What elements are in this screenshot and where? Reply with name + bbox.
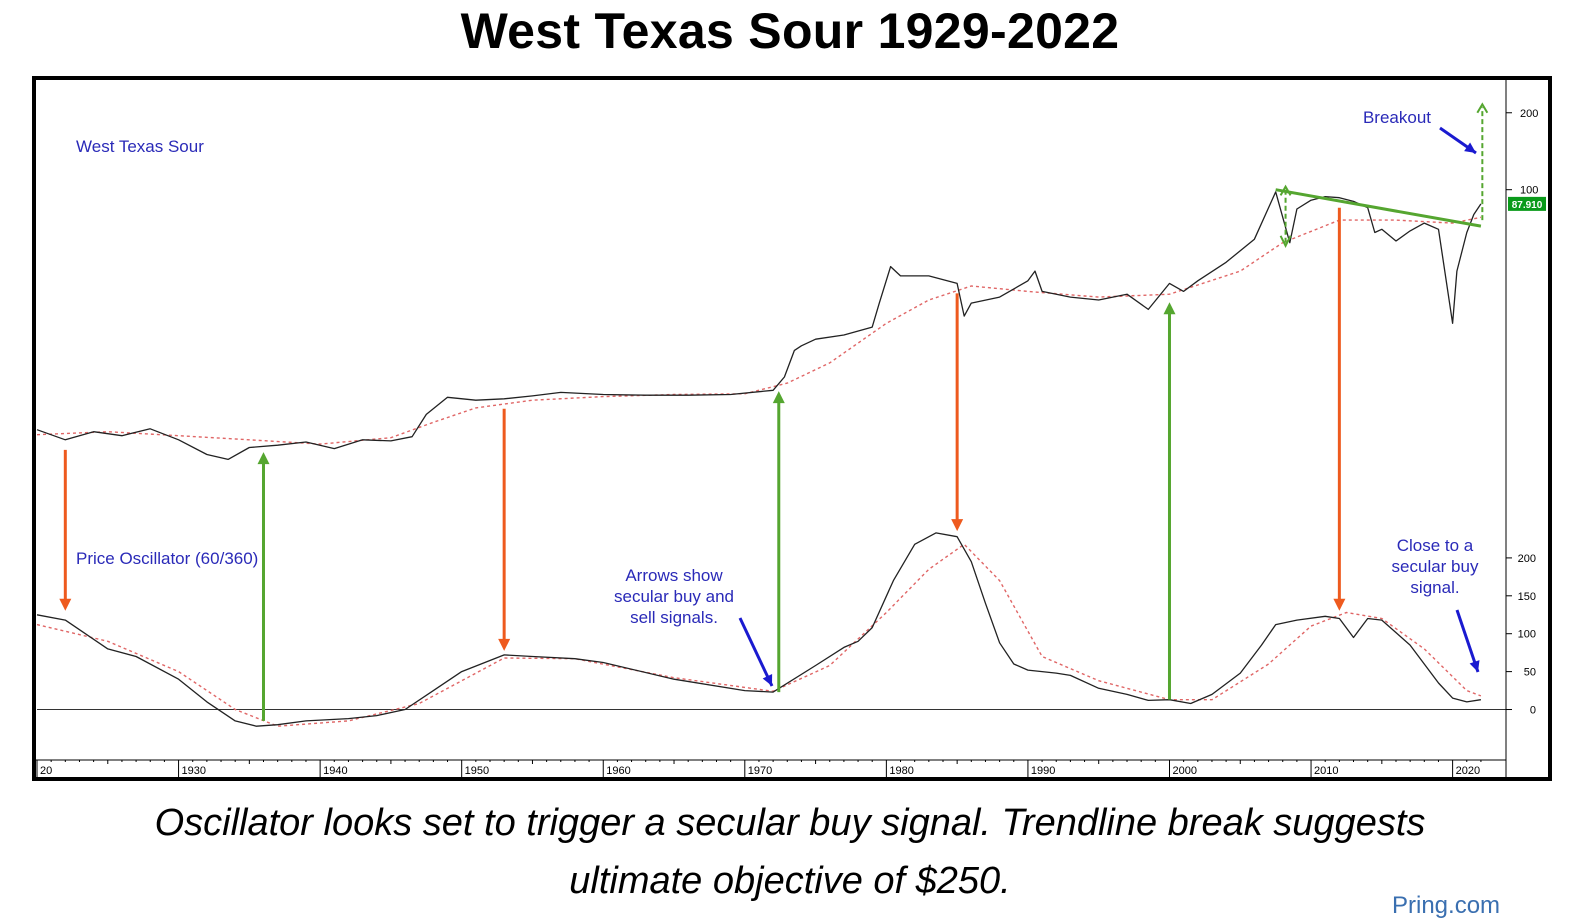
close-note-line-3: signal. [1410, 578, 1459, 597]
series-price-oscillator [36, 532, 1482, 727]
arrows-note-pointer [738, 617, 774, 687]
price-axis-tick-label: 100 [1520, 185, 1538, 197]
x-axis-tick-label: 20 [40, 765, 52, 777]
breakout-label: Breakout [1363, 108, 1431, 127]
sell-signal-arrowhead [1333, 598, 1346, 611]
price-tag-box [1508, 196, 1546, 211]
x-axis-tick-label: 1930 [182, 765, 206, 777]
oscillator-axis-tick-label: 100 [1518, 629, 1536, 641]
trendline [1275, 188, 1482, 228]
close-note-pointer-head [1469, 660, 1480, 672]
caption-line-2: ultimate objective of $250. [569, 860, 1011, 902]
arrows-note-line-1: Arrows show [625, 566, 723, 585]
price-panel-label: West Texas Sour [76, 137, 204, 156]
series-moving-average [36, 216, 1482, 445]
oscillator-axis-tick-label: 150 [1518, 591, 1536, 603]
oscillator-panel [36, 532, 1506, 727]
x-axis-tick-label: 1990 [1031, 765, 1055, 777]
oscillator-axis-tick-label: 200 [1518, 553, 1536, 565]
series-signal-line [36, 543, 1482, 727]
close-note-pointer [1455, 609, 1480, 673]
buy-signal-arrowhead [772, 391, 785, 404]
sell-signal-arrowhead [59, 598, 72, 611]
x-axis-tick-label: 2010 [1314, 765, 1338, 777]
breakout-pointer-head [1464, 142, 1476, 153]
caption-line-1: Oscillator looks set to trigger a secula… [154, 802, 1426, 844]
source-credit: Pring.com [1392, 892, 1501, 919]
price-axis-tick-label: 200 [1520, 108, 1538, 120]
objective-projection-arrowhead [1476, 102, 1489, 114]
x-axis-tick-label: 1980 [889, 765, 913, 777]
arrows-note-line-3: sell signals. [630, 608, 718, 627]
oscillator-axis-tick-label: 50 [1524, 667, 1536, 679]
buy-signal-arrowhead [1163, 302, 1176, 315]
axes: 200 100 87.910 200 150 100 50 0 20 1930 1940 1950 19… [36, 80, 1548, 777]
series-west-texas-sour [36, 191, 1482, 461]
x-axis-tick-label: 1970 [748, 765, 772, 777]
measured-move-arrowhead-top [1279, 184, 1292, 196]
close-note-line-2: secular buy [1392, 557, 1479, 576]
close-note-line-1: Close to a [1397, 536, 1474, 555]
sell-signal-arrowhead [951, 519, 964, 532]
x-axis-tick-label: 1940 [323, 765, 347, 777]
arrows-note-line-2: secular buy and [614, 587, 734, 606]
sell-signal-arrowhead [498, 638, 511, 651]
annotations: West Texas Sour Price Oscillator (60/360… [76, 108, 1480, 687]
buy-signal-arrowhead [257, 452, 270, 465]
x-axis-tick-label: 2000 [1172, 765, 1196, 777]
x-axis-tick-label: 2020 [1456, 765, 1480, 777]
arrows-note-pointer-head [762, 674, 773, 686]
price-tag-value: 87.910 [1512, 200, 1543, 211]
right-axis-band [1506, 80, 1548, 777]
chart-frame [32, 76, 1552, 781]
oscillator-axis-tick-label: 0 [1530, 705, 1536, 717]
measured-move-arrowhead-bottom [1279, 235, 1292, 248]
x-axis-tick-label: 1960 [606, 765, 630, 777]
oscillator-panel-label: Price Oscillator (60/360) [76, 549, 258, 568]
price-panel [36, 102, 1489, 461]
signal-arrows [59, 207, 1346, 721]
page-title: West Texas Sour 1929-2022 [460, 3, 1120, 59]
x-axis-tick-label: 1950 [465, 765, 489, 777]
